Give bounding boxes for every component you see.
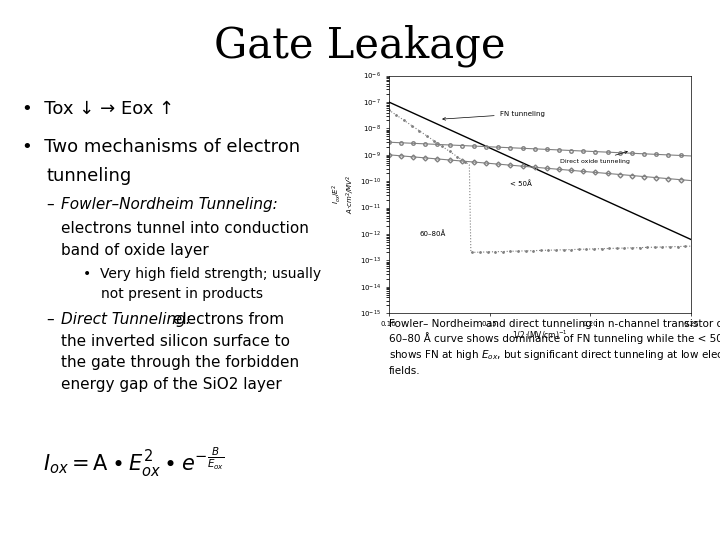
Text: Fowler– Nordheim and direct tunneling in n-channel transistor oxide. The
60–80 Å: Fowler– Nordheim and direct tunneling in… [389, 319, 720, 376]
Text: the gate through the forbidden: the gate through the forbidden [61, 355, 300, 370]
Text: tunneling: tunneling [47, 167, 132, 185]
Text: < 50Å: < 50Å [510, 180, 531, 187]
Text: the inverted silicon surface to: the inverted silicon surface to [61, 334, 290, 349]
Text: energy gap of the SiO2 layer: energy gap of the SiO2 layer [61, 377, 282, 392]
Text: –: – [47, 197, 64, 212]
Text: FN tunneling: FN tunneling [443, 111, 544, 120]
Text: electrons tunnel into conduction: electrons tunnel into conduction [61, 221, 309, 237]
Text: Fowler–Nordheim Tunneling:: Fowler–Nordheim Tunneling: [61, 197, 278, 212]
Text: electrons from: electrons from [168, 312, 284, 327]
Text: •  Very high field strength; usually: • Very high field strength; usually [83, 267, 321, 281]
Text: •  Tox ↓ → Eox ↑: • Tox ↓ → Eox ↑ [22, 100, 174, 118]
Text: not present in products: not present in products [101, 287, 263, 301]
Text: 60–80Å: 60–80Å [419, 231, 446, 238]
Text: –: – [47, 312, 64, 327]
Text: $I_{ox} = \mathrm{A} \bullet E_{ox}^2 \bullet e^{-\frac{B}{E_{ox}}}$: $I_{ox} = \mathrm{A} \bullet E_{ox}^2 \b… [43, 446, 225, 479]
Y-axis label: $I_{ox}/E^2$
A·cm$^2$/MV$^2$: $I_{ox}/E^2$ A·cm$^2$/MV$^2$ [330, 175, 357, 214]
X-axis label: $1/2$ (MV/cm)$^{-1}$: $1/2$ (MV/cm)$^{-1}$ [512, 328, 568, 342]
Text: band of oxide layer: band of oxide layer [61, 243, 209, 258]
Text: Direct Tunneling:: Direct Tunneling: [61, 312, 191, 327]
Text: Direct oxide tunneling: Direct oxide tunneling [560, 151, 630, 164]
Text: Gate Leakage: Gate Leakage [215, 24, 505, 67]
Text: •  Two mechanisms of electron: • Two mechanisms of electron [22, 138, 300, 156]
